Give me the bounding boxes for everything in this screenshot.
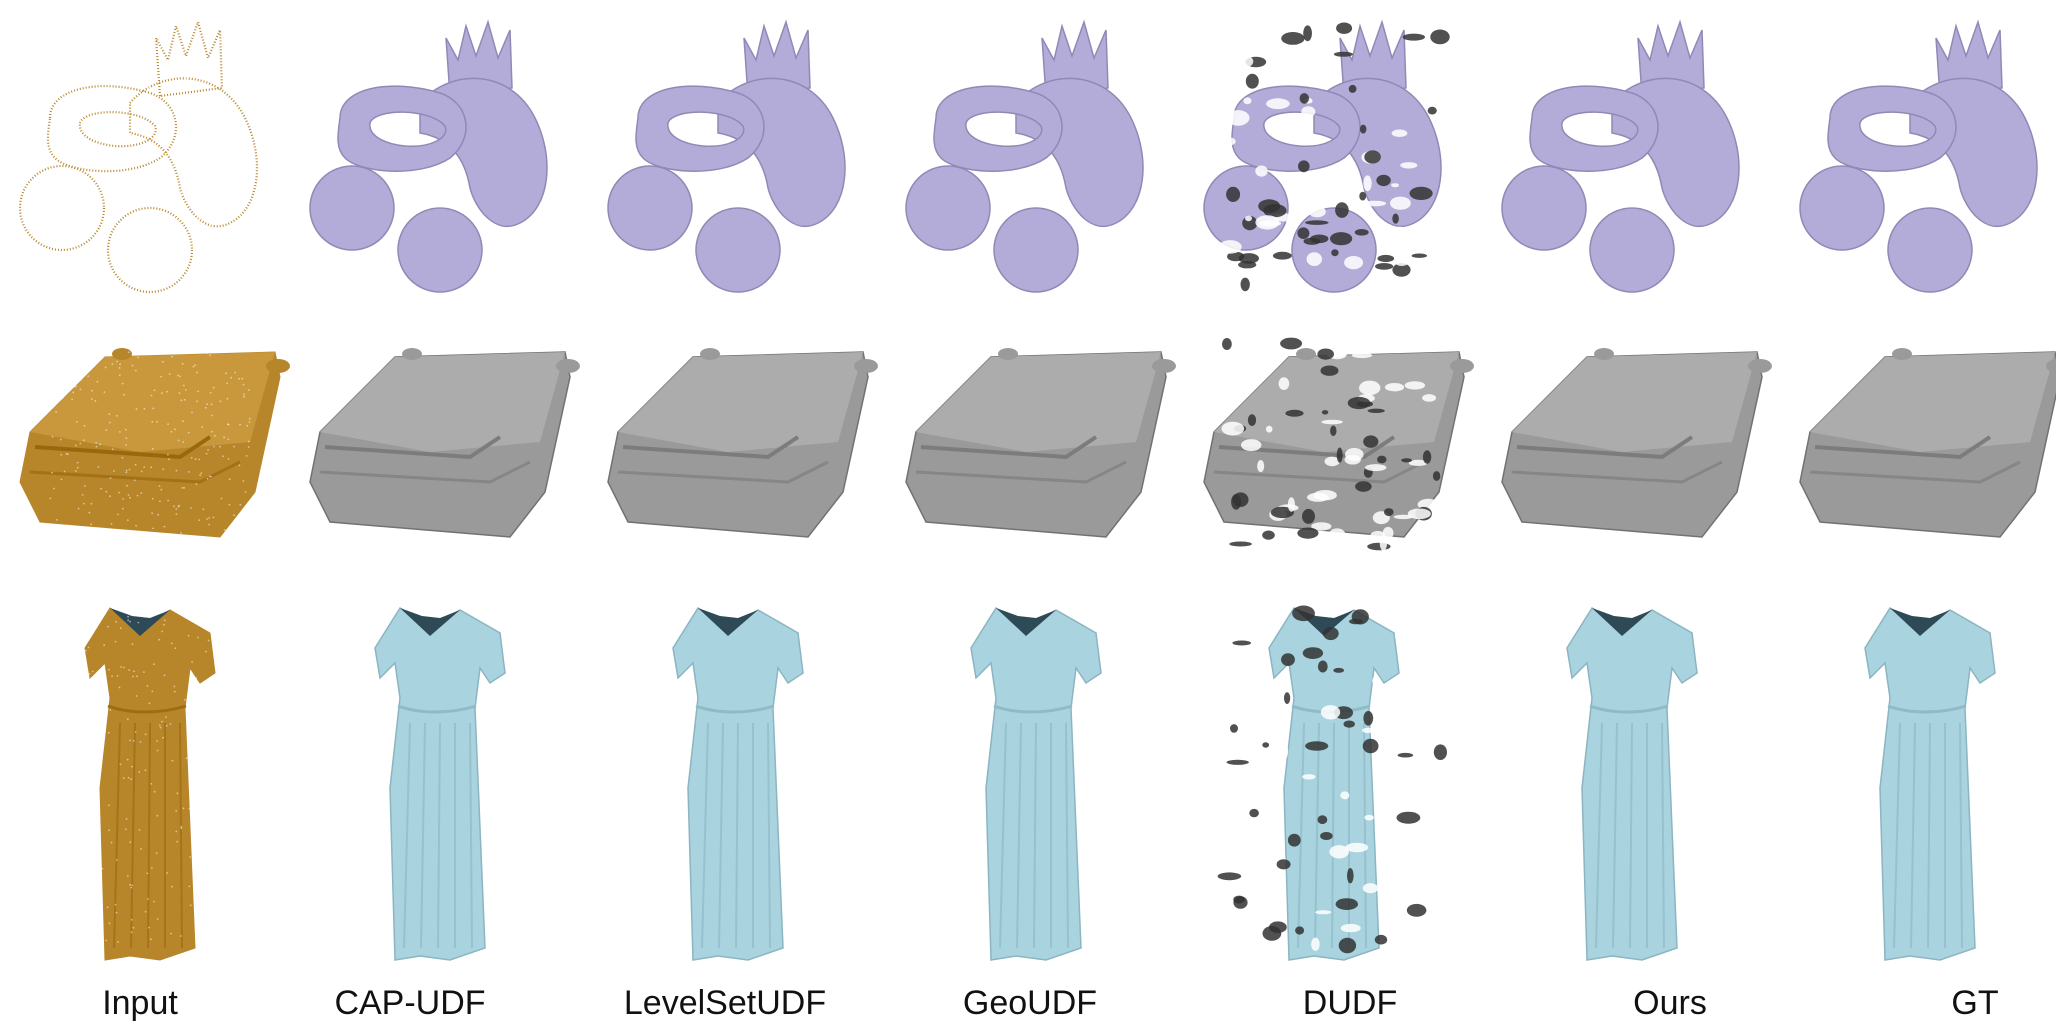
column-label-levelsetudf: LevelSetUDF [623,984,827,1022]
dress-input-render [10,588,290,968]
column-label-geoudf: GeoUDF [962,984,1098,1022]
dress-cap-udf-render [300,588,580,968]
car-cap-udf-render [300,322,580,577]
car-geoudf-render [896,322,1176,577]
toy-geoudf-render [896,8,1176,308]
dress-geoudf-render [896,588,1176,968]
car-gt-render [1790,322,2056,577]
column-label-dudf: DUDF [1302,984,1398,1022]
toy-input-render [10,8,290,308]
car-ours-render [1492,322,1772,577]
dress-ours-render [1492,588,1772,968]
dress-levelsetudf-render [598,588,878,968]
car-input-render [10,322,290,577]
dress-gt-render [1790,588,2056,968]
car-levelsetudf-render [598,322,878,577]
car-dudf-render [1194,322,1474,577]
toy-cap-udf-render [300,8,580,308]
toy-dudf-render [1194,8,1474,308]
dress-dudf-render [1194,588,1474,968]
column-label-input: Input [102,984,178,1022]
toy-gt-render [1790,8,2056,308]
toy-levelsetudf-render [598,8,878,308]
column-label-cap-udf: CAP-UDF [334,984,486,1022]
column-label-ours: Ours [1633,984,1707,1022]
column-label-gt: GT [1951,984,1999,1022]
toy-ours-render [1492,8,1772,308]
